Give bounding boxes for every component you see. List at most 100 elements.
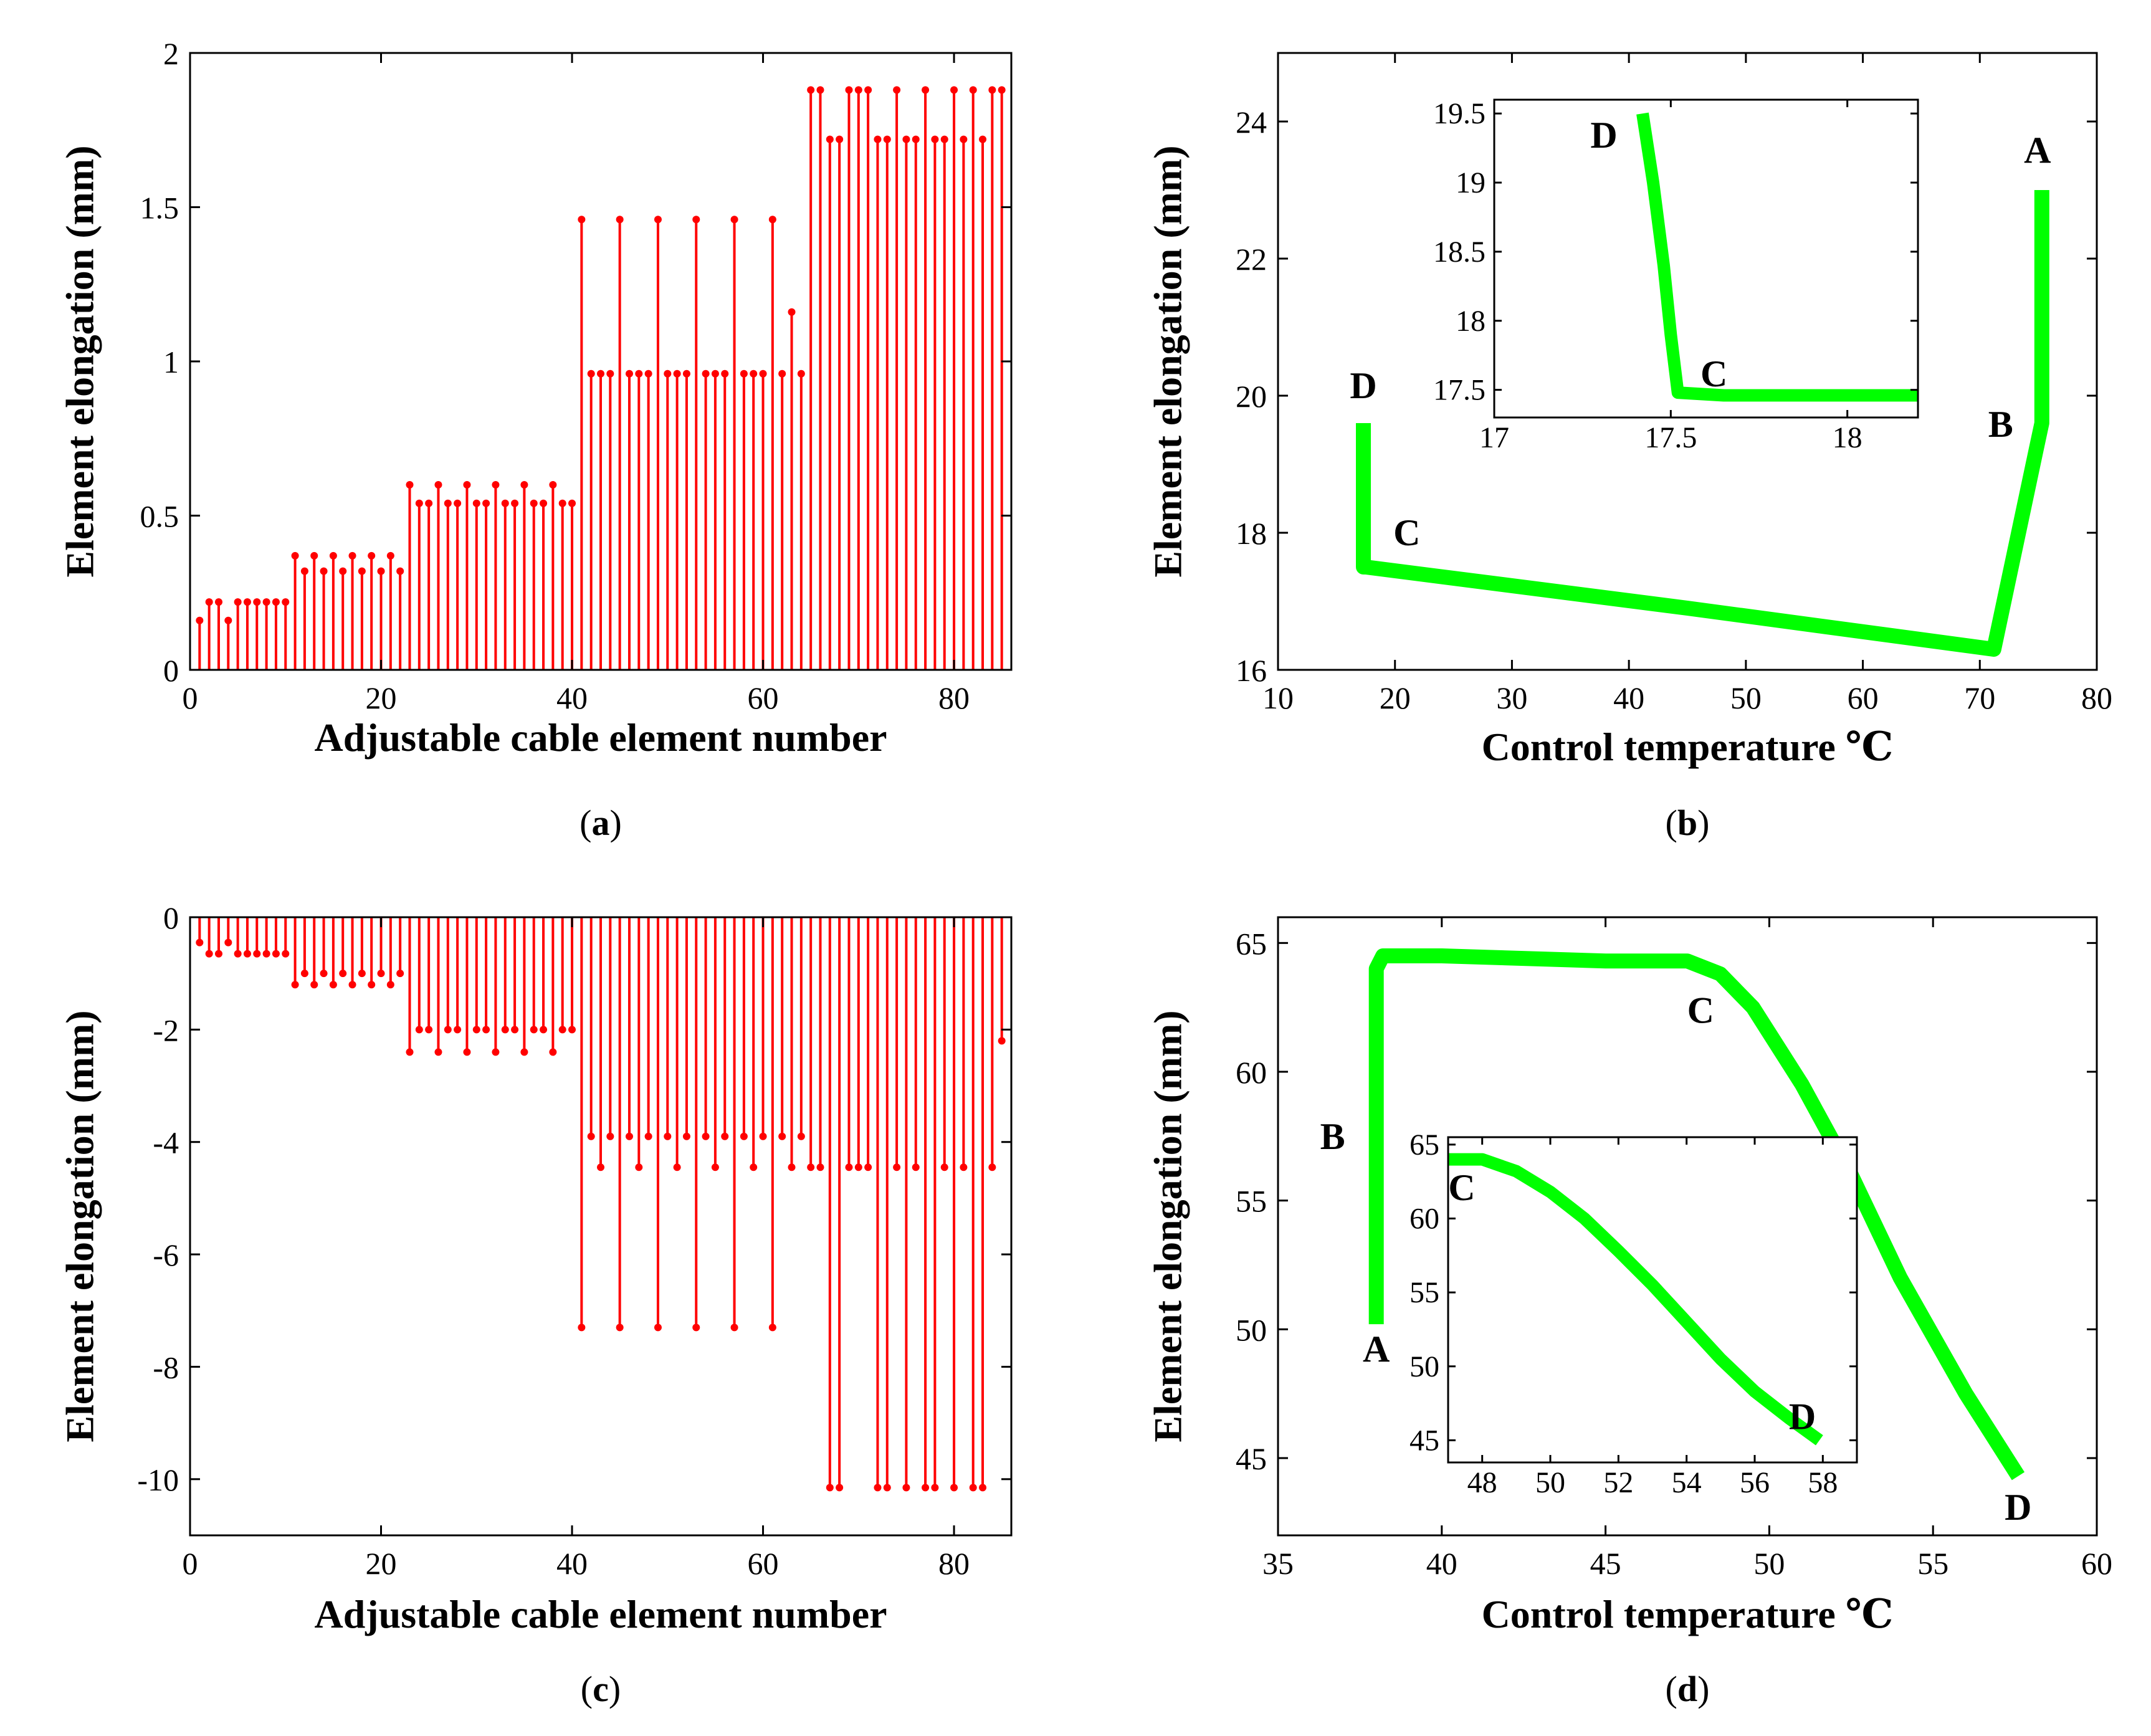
- c-point-50: [664, 1132, 672, 1140]
- a-point-62: [778, 370, 786, 378]
- a-point-11: [291, 551, 299, 560]
- a-point-27: [444, 499, 452, 507]
- c-panel-letter: c: [593, 1669, 609, 1709]
- a-panel-paren-open: (: [579, 803, 591, 843]
- a-point-79: [940, 135, 948, 143]
- c-point-14: [320, 970, 328, 978]
- c-point-48: [644, 1132, 652, 1140]
- c-axes-frame: [189, 916, 1013, 1537]
- c-point-55: [711, 1163, 719, 1171]
- b-inset-background: [1494, 100, 1918, 417]
- b-panel-paren-close: ): [1697, 803, 1709, 843]
- a-point-84: [988, 86, 996, 94]
- c-point-27: [444, 1026, 452, 1034]
- c-point-46: [625, 1132, 633, 1140]
- a-point-41: [578, 216, 586, 224]
- a-point-58: [740, 370, 748, 378]
- b-inset-x-tick-label: 17: [1479, 421, 1509, 454]
- d-inset-y-tick-label: 65: [1409, 1128, 1439, 1161]
- a-point-73: [883, 135, 891, 143]
- c-point-1: [196, 938, 204, 947]
- c-point-4: [224, 938, 232, 947]
- a-point-39: [558, 499, 566, 507]
- d-panel-paren-open: (: [1666, 1669, 1677, 1709]
- d-x-tick-label: 45: [1590, 1546, 1621, 1581]
- c-point-3: [214, 950, 222, 958]
- a-point-78: [931, 135, 939, 143]
- a-point-54: [702, 370, 710, 378]
- b-y-tick-label: 18: [1236, 516, 1267, 551]
- b-series-line-1: [1356, 190, 2049, 657]
- c-y-tick-label: -6: [153, 1238, 179, 1272]
- b-x-tick-label: 30: [1496, 680, 1527, 715]
- d-y-tick-label: 60: [1236, 1055, 1267, 1090]
- a-point-76: [912, 135, 920, 143]
- chart-d: 35 40 45 50 55 60 45 50 55 60 65 A B C D 48 50 52 54 56 58 45…: [1146, 916, 2112, 1709]
- c-point-24: [415, 1026, 423, 1034]
- c-point-64: [797, 1132, 805, 1140]
- a-point-67: [826, 135, 834, 143]
- c-point-78: [931, 1484, 939, 1492]
- b-x-tick-label: 40: [1613, 680, 1644, 715]
- c-x-tick-label: 60: [748, 1546, 779, 1581]
- c-point-61: [768, 1323, 776, 1332]
- a-point-37: [540, 499, 548, 507]
- d-x-tick-label: 50: [1753, 1546, 1785, 1581]
- c-y-tick-label: -10: [137, 1462, 179, 1497]
- a-point-14: [320, 567, 328, 575]
- c-point-35: [520, 1048, 528, 1056]
- b-inset-y-tick-label: 18.5: [1433, 236, 1486, 269]
- a-point-33: [501, 499, 509, 507]
- c-point-8: [262, 950, 270, 958]
- d-series-line-1: [1368, 948, 2025, 1481]
- c-point-58: [740, 1132, 748, 1140]
- a-x-axis-label: Adjustable cable element number: [314, 715, 887, 760]
- b-y-axis-label: Element elongation (mm): [1146, 145, 1190, 577]
- c-point-83: [979, 1484, 987, 1492]
- d-point-label-B: B: [1320, 1116, 1345, 1157]
- c-point-69: [845, 1163, 853, 1171]
- a-point-60: [759, 370, 767, 378]
- d-inset-background: [1448, 1137, 1857, 1462]
- a-point-15: [329, 551, 337, 560]
- b-inset-point-label-D: D: [1590, 115, 1617, 156]
- a-point-81: [960, 135, 968, 143]
- a-point-23: [406, 481, 414, 489]
- b-panel-label: (b): [1666, 803, 1710, 843]
- a-y-axis-label: Element elongation (mm): [58, 145, 102, 577]
- c-point-60: [759, 1132, 767, 1140]
- c-point-13: [310, 981, 318, 989]
- c-point-25: [425, 1026, 433, 1034]
- c-point-39: [558, 1026, 566, 1034]
- b-y-tick-label: 22: [1236, 242, 1267, 277]
- c-y-axis-label: Element elongation (mm): [58, 1010, 102, 1442]
- b-x-axis-label: Control temperature ℃: [1482, 725, 1894, 769]
- a-point-29: [463, 481, 471, 489]
- c-point-41: [578, 1323, 586, 1332]
- c-point-49: [654, 1323, 662, 1332]
- d-y-tick-label: 50: [1236, 1312, 1267, 1347]
- c-point-26: [434, 1048, 442, 1056]
- b-inset-x-tick-label: 18: [1833, 421, 1862, 454]
- c-point-37: [540, 1026, 548, 1034]
- a-point-32: [492, 481, 500, 489]
- a-point-22: [396, 567, 404, 575]
- d-panel-letter: d: [1677, 1669, 1697, 1709]
- a-point-1: [196, 616, 204, 624]
- a-point-64: [797, 370, 805, 378]
- c-point-30: [472, 1026, 480, 1034]
- c-point-33: [501, 1026, 509, 1034]
- c-point-44: [606, 1132, 614, 1140]
- b-x-tick-label: 80: [2081, 680, 2112, 715]
- a-point-18: [358, 567, 366, 575]
- c-point-34: [511, 1026, 519, 1034]
- c-point-85: [998, 1037, 1006, 1045]
- a-point-30: [472, 499, 480, 507]
- chart-a: 0 20 40 60 80 0 0.5 1 1.5 2 Adjustable cable eleme…: [58, 36, 1013, 843]
- b-x-tick-label: 10: [1262, 680, 1294, 715]
- b-y-tick-label: 16: [1236, 653, 1267, 688]
- a-point-19: [368, 551, 376, 560]
- c-point-70: [854, 1163, 862, 1171]
- a-point-68: [836, 135, 844, 143]
